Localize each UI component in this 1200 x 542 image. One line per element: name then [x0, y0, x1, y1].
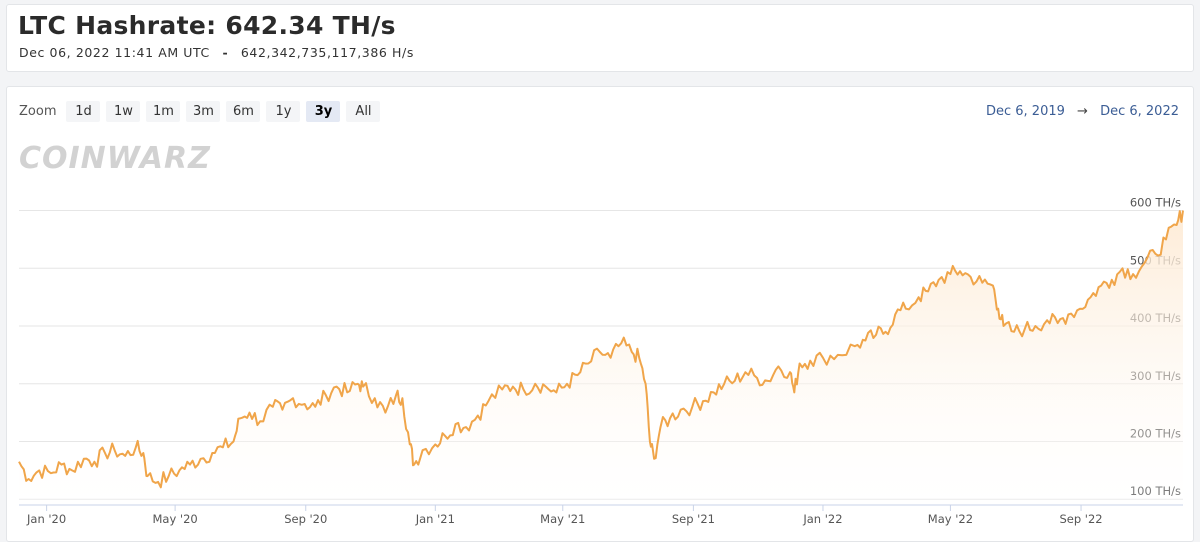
- zoom-label: Zoom: [19, 104, 57, 119]
- x-tick-label: Sep '20: [284, 512, 327, 526]
- zoom-6m-button[interactable]: 6m: [226, 101, 261, 122]
- range-start[interactable]: Dec 6, 2019: [985, 104, 1065, 119]
- timestamp: Dec 06, 2022 11:41 AM UTC: [19, 45, 210, 60]
- page-title: LTC Hashrate: 642.34 TH/s: [18, 11, 396, 40]
- zoom-all-button[interactable]: All: [346, 101, 381, 122]
- zoom-3y-button[interactable]: 3y: [306, 101, 341, 122]
- x-tick-label: Jan '21: [415, 512, 455, 526]
- x-tick-label: Jan '22: [802, 512, 842, 526]
- header-card: LTC Hashrate: 642.34 TH/s Dec 06, 2022 1…: [6, 4, 1194, 72]
- range-arrow: →: [1077, 104, 1088, 119]
- zoom-3m-button[interactable]: 3m: [186, 101, 221, 122]
- coinwarz-logo: COINWARZ: [19, 141, 211, 176]
- subtitle: Dec 06, 2022 11:41 AM UTC - 642,342,735,…: [19, 45, 414, 60]
- x-tick-label: Jan '20: [26, 512, 66, 526]
- x-tick-label: May '22: [928, 512, 973, 526]
- hashrate-line: [18, 210, 1184, 489]
- zoom-1d-button[interactable]: 1d: [66, 101, 101, 122]
- x-tick-label: Sep '21: [672, 512, 715, 526]
- zoom-1w-button[interactable]: 1w: [106, 101, 141, 122]
- hashrate-chart[interactable]: 100 TH/s200 TH/s300 TH/s400 TH/s500 TH/s…: [7, 87, 1194, 542]
- separator: -: [222, 45, 229, 60]
- range-end[interactable]: Dec 6, 2022: [1100, 104, 1179, 119]
- x-tick-label: Sep '22: [1059, 512, 1102, 526]
- zoom-bar: Zoom 1d 1w 1m 3m 6m 1y 3y All: [19, 101, 381, 122]
- raw-hashrate: 642,342,735,117,386 H/s: [240, 45, 414, 60]
- chart-card: Zoom 1d 1w 1m 3m 6m 1y 3y All Dec 6, 201…: [6, 86, 1194, 542]
- x-tick-label: May '20: [153, 512, 198, 526]
- y-tick-label: 600 TH/s: [1130, 196, 1181, 210]
- hashrate-area: [19, 210, 1183, 505]
- zoom-1y-button[interactable]: 1y: [266, 101, 301, 122]
- x-tick-label: May '21: [540, 512, 585, 526]
- zoom-1m-button[interactable]: 1m: [146, 101, 181, 122]
- date-range: Dec 6, 2019 → Dec 6, 2022: [986, 104, 1179, 119]
